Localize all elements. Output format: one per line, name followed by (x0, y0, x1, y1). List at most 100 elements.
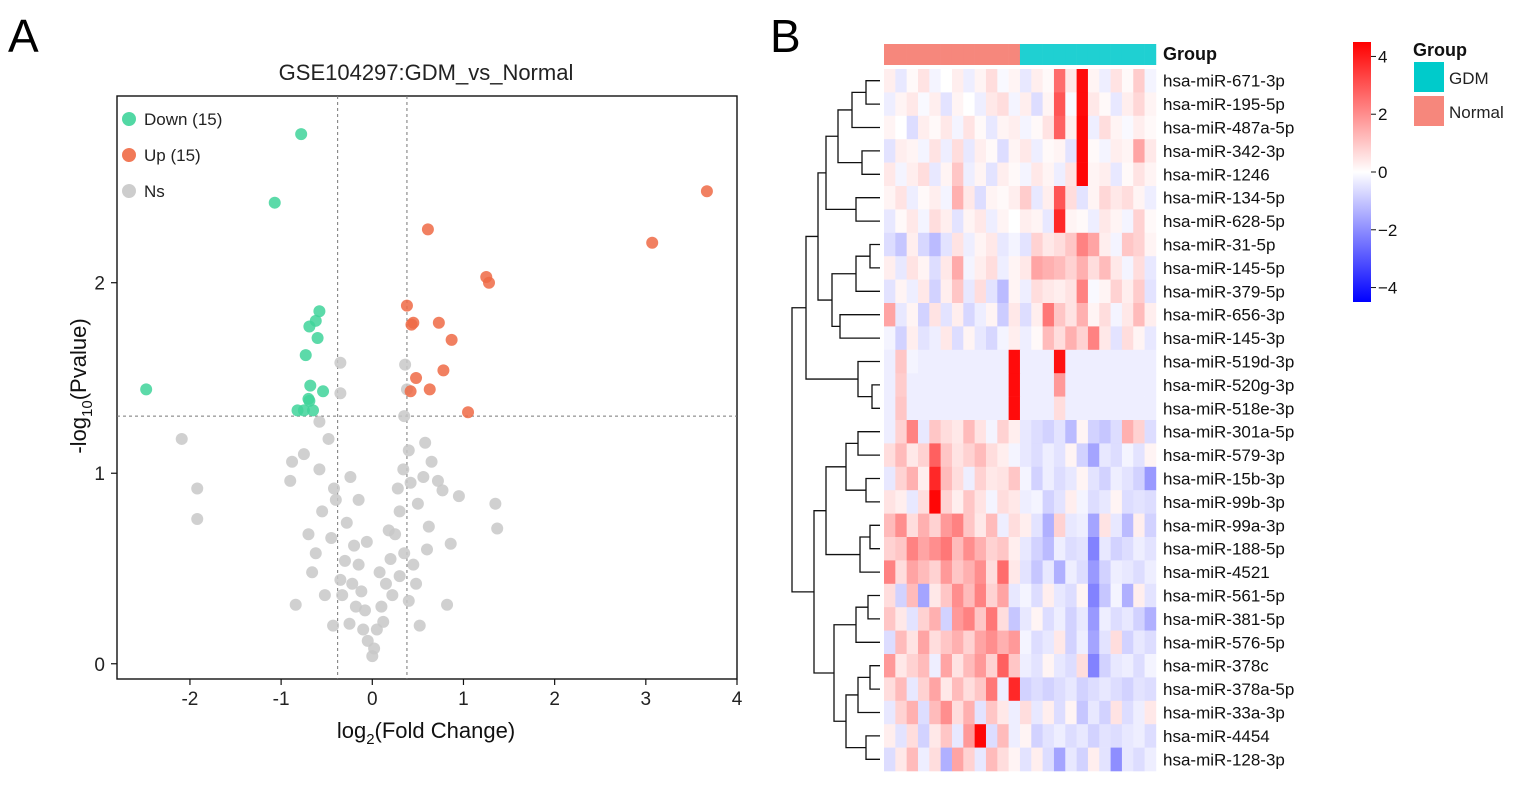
heatmap-cell (1144, 677, 1157, 702)
group-cell-normal (884, 44, 896, 65)
group-bar-label: Group (1163, 44, 1217, 64)
ns-point (359, 604, 371, 617)
heatmap-cell (963, 162, 975, 187)
heatmap-cell (1121, 349, 1134, 374)
up-point (462, 406, 475, 419)
heatmap-cell (1087, 69, 1100, 93)
heatmap-cell (1053, 162, 1066, 187)
heatmap-cell (1087, 115, 1100, 140)
heatmap-cell (1076, 654, 1089, 678)
heatmap-cell (884, 396, 896, 421)
ns-point (398, 547, 411, 560)
heatmap-cell (1053, 537, 1066, 561)
heatmap-cell (917, 232, 930, 257)
heatmap-cell (974, 420, 987, 444)
heatmap-cell (1110, 420, 1123, 444)
volcano-x-ticks: -2 -1 0 1 2 3 4 (181, 679, 743, 710)
heatmap-panel: B Group hsa-miR-671-3phsa-miR-195-5phsa-… (770, 10, 1504, 772)
heatmap-cell (940, 677, 953, 702)
down-point (299, 349, 312, 362)
x-tick-label: -1 (273, 689, 290, 710)
heatmap-cell (1099, 560, 1111, 585)
group-cell-gdm (1144, 44, 1157, 65)
heatmap-cell (1076, 630, 1089, 655)
heatmap-cell (1133, 326, 1145, 351)
heatmap-cell (1110, 513, 1123, 538)
heatmap-cell (1076, 303, 1089, 327)
heatmap-cell (1121, 303, 1134, 327)
heatmap-cell (1144, 373, 1157, 397)
heatmap-cell (884, 700, 896, 725)
row-label: hsa-miR-31-5p (1163, 236, 1275, 255)
heatmap-cell (1019, 232, 1032, 257)
heatmap-cell (1065, 115, 1077, 140)
group-cell-normal (963, 44, 975, 65)
dendrogram-branch (865, 80, 880, 105)
heatmap-cell (917, 139, 930, 163)
heatmap-cell (1144, 115, 1157, 140)
heatmap-cell (974, 256, 987, 280)
group-legend-title: Group (1413, 40, 1467, 60)
heatmap-cell (1031, 677, 1043, 702)
heatmap-cell (1008, 724, 1021, 748)
heatmap-cell (1008, 630, 1021, 655)
heatmap-cell (1053, 724, 1066, 748)
heatmap-cell (1042, 560, 1055, 585)
heatmap-cell (951, 139, 964, 163)
heatmap-cell (974, 279, 987, 304)
heatmap-cell (1042, 186, 1055, 210)
ns-point (422, 520, 435, 533)
heatmap-cell (963, 443, 975, 468)
heatmap-cell (1019, 654, 1032, 678)
heatmap-cell (963, 69, 975, 93)
heatmap-cell (1087, 209, 1100, 234)
heatmap-cell (985, 186, 998, 210)
heatmap-cell (1076, 420, 1089, 444)
heatmap-cell (1076, 677, 1089, 702)
heatmap-cell (1008, 443, 1021, 468)
heatmap-cell (1019, 537, 1032, 561)
heatmap-cell (1099, 513, 1111, 538)
heatmap-cell (1133, 279, 1145, 304)
heatmap-cell (1133, 209, 1145, 234)
heatmap-cell (895, 700, 907, 725)
heatmap-cell (895, 537, 907, 561)
heatmap-cell (997, 583, 1009, 608)
heatmap-cell (1110, 186, 1123, 210)
heatmap-cell (929, 396, 941, 421)
volcano-plot-frame (116, 95, 738, 680)
row-label: hsa-miR-487a-5p (1163, 119, 1294, 138)
panel-b-letter: B (770, 10, 801, 62)
heatmap-cell (1076, 139, 1089, 163)
heatmap-cell (917, 747, 930, 772)
heatmap-cell (997, 256, 1009, 280)
heatmap-cell (1121, 466, 1134, 491)
heatmap-cell (929, 256, 941, 280)
heatmap-cell (940, 747, 953, 772)
heatmap-cell (997, 654, 1009, 678)
heatmap-cell (1065, 724, 1077, 748)
heatmap-cell (1087, 162, 1100, 187)
heatmap-cell (1031, 186, 1043, 210)
heatmap-cell (917, 162, 930, 187)
ns-point (379, 577, 392, 590)
ns-point (382, 524, 395, 537)
heatmap-cell (895, 466, 907, 491)
heatmap-cell (985, 69, 998, 93)
heatmap-cell (1042, 303, 1055, 327)
heatmap-cell (1110, 747, 1123, 772)
heatmap-cell (940, 303, 953, 327)
heatmap-cell (895, 162, 907, 187)
heatmap-cell (974, 162, 987, 187)
heatmap-cell (1099, 420, 1111, 444)
heatmap-cell (1110, 139, 1123, 163)
dendrogram-branch (813, 510, 834, 674)
heatmap-cell (1144, 92, 1157, 117)
heatmap-cell (1133, 420, 1145, 444)
down-point (297, 404, 310, 417)
heatmap-cell (1019, 92, 1032, 117)
heatmap-cell (1031, 115, 1043, 140)
heatmap-cell (1031, 139, 1043, 163)
group-legend-label-normal: Normal (1449, 103, 1504, 122)
ns-point (411, 497, 424, 510)
